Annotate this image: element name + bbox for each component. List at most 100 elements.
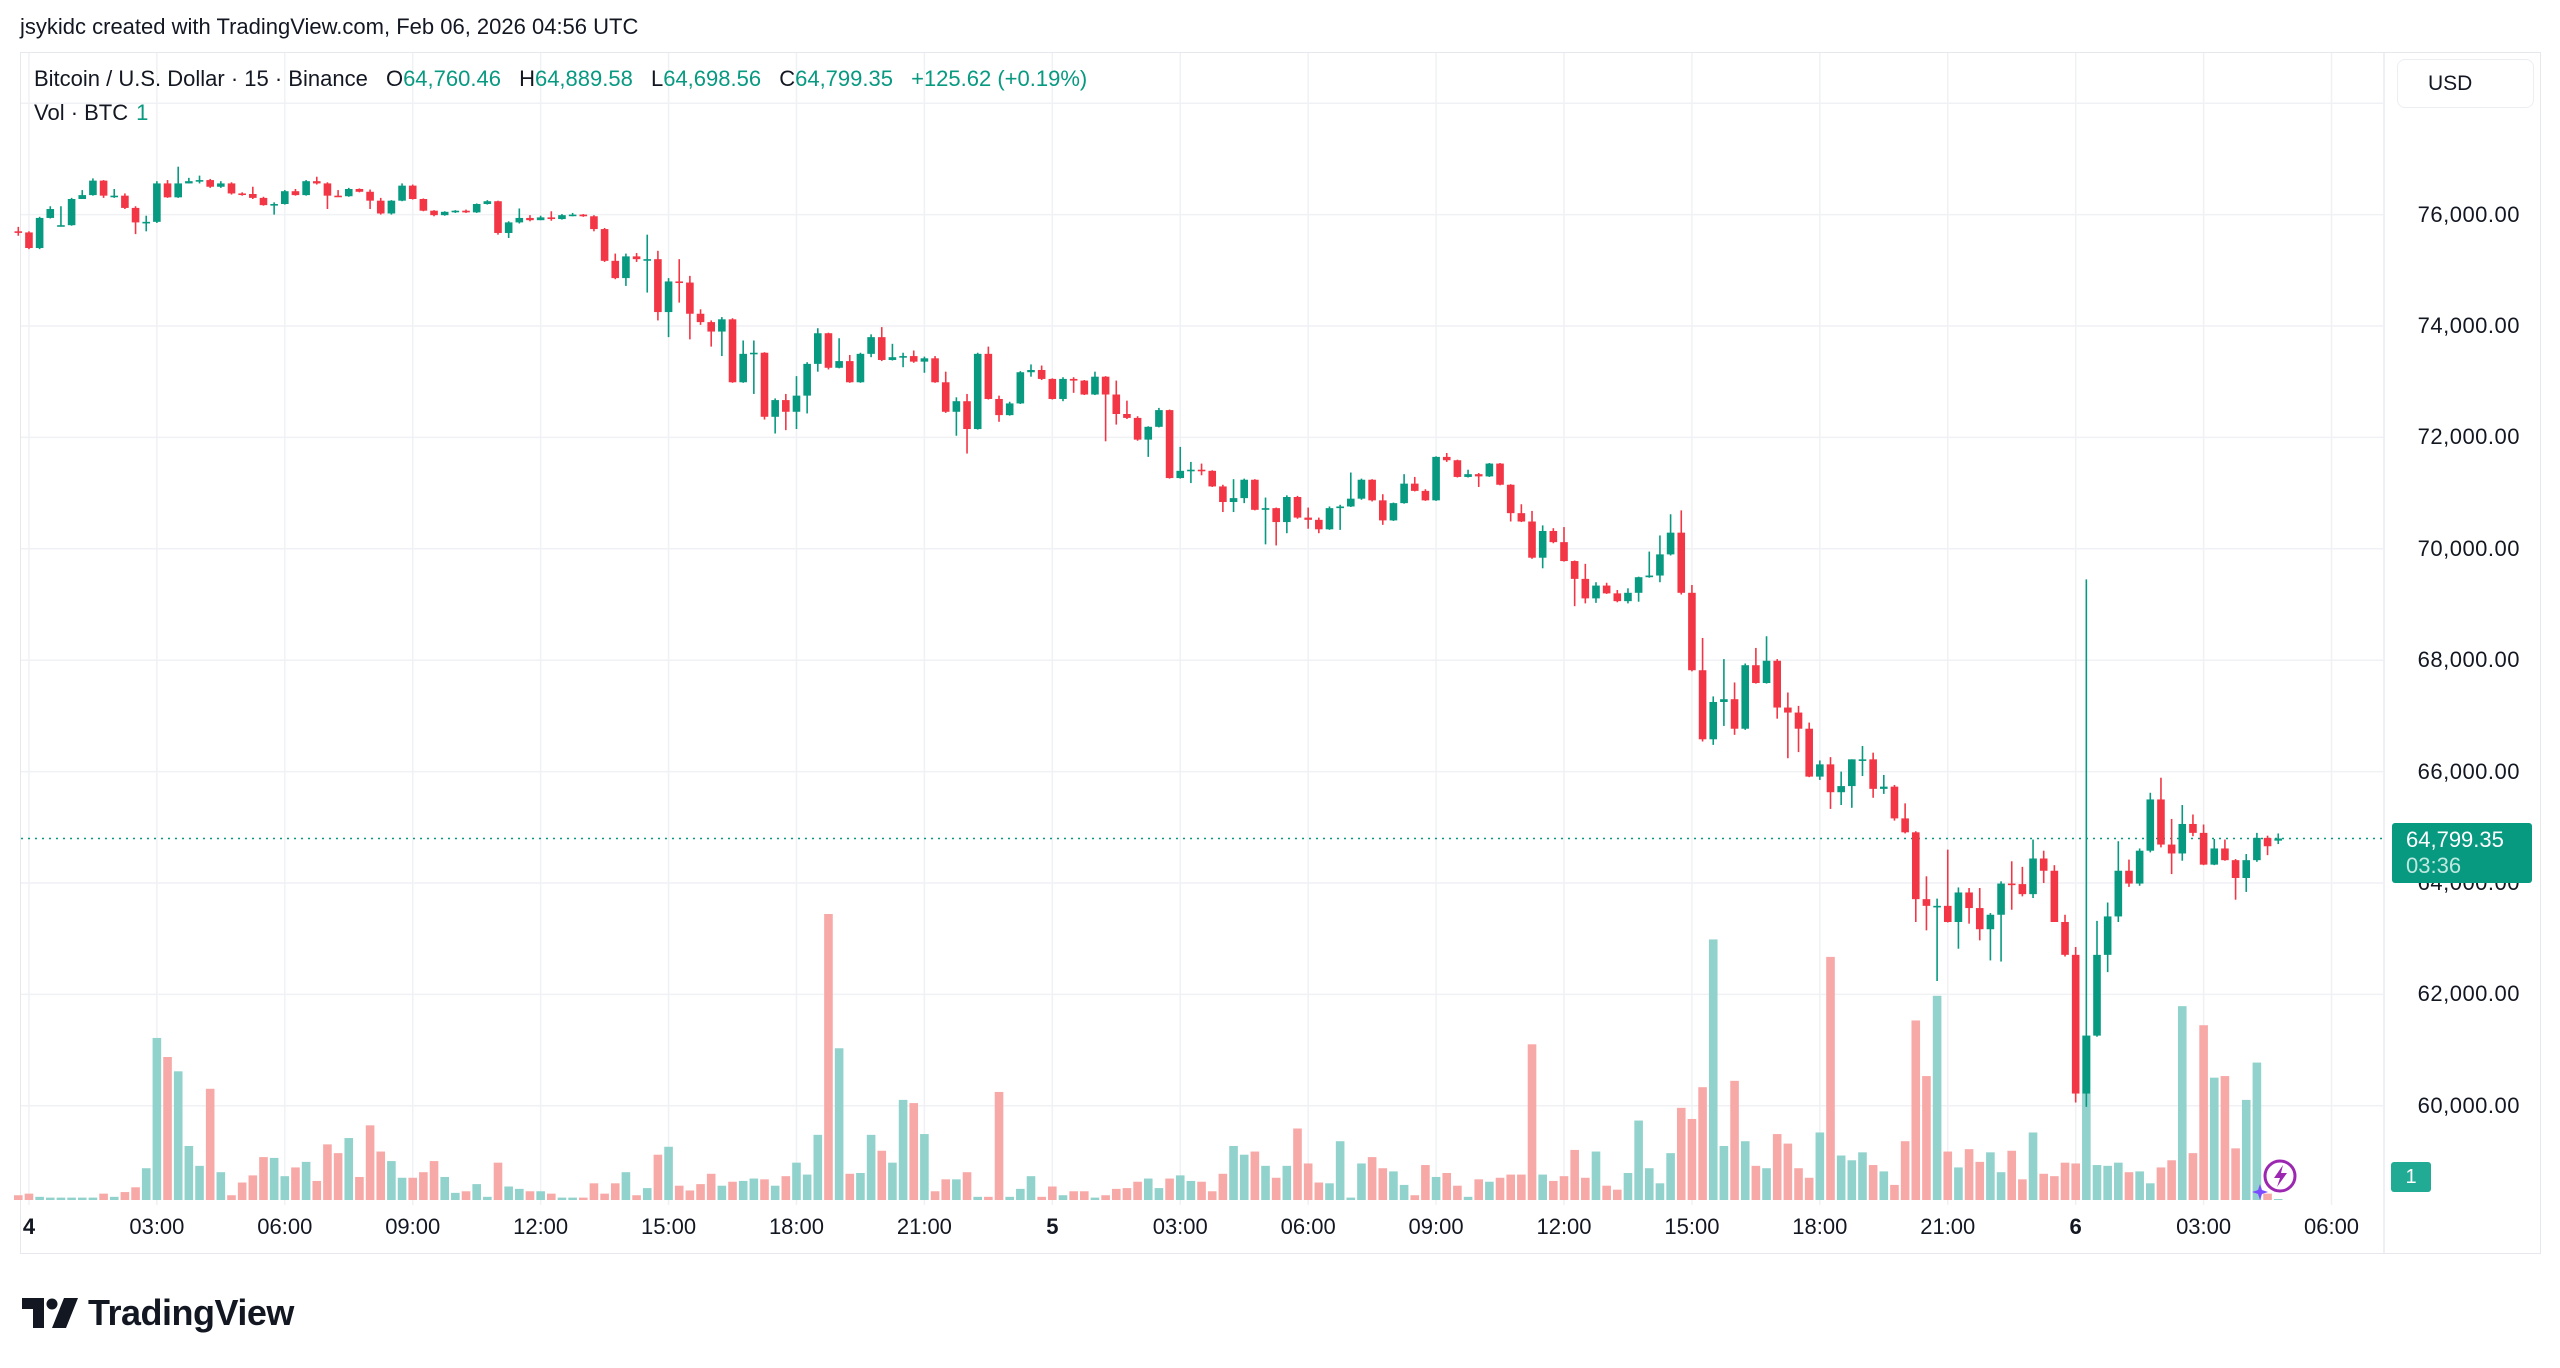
candle-body — [1592, 585, 1600, 599]
volume-bar — [1303, 1163, 1313, 1200]
candle — [909, 350, 918, 363]
candle — [440, 211, 449, 216]
candle-body — [1091, 376, 1099, 395]
volume-bar — [1890, 1184, 1899, 1200]
candle-body — [195, 180, 204, 182]
volume-bar — [461, 1191, 471, 1200]
candle-body — [67, 199, 76, 226]
volume-bar — [1581, 1177, 1590, 1200]
volume-bar — [1794, 1168, 1803, 1200]
volume-bar — [834, 1048, 844, 1200]
candle-body — [1784, 707, 1792, 713]
candle-body — [89, 180, 97, 196]
currency-button[interactable]: USD — [2397, 59, 2534, 108]
volume-bar — [856, 1172, 865, 1200]
candle-body — [1293, 496, 1302, 518]
candle-body — [2007, 883, 2016, 886]
candle — [1528, 510, 1536, 559]
candle-body — [1794, 712, 1803, 729]
candle-body — [2178, 823, 2187, 854]
lightning-icon[interactable] — [2250, 1154, 2302, 1205]
candle — [1197, 463, 1206, 476]
candle — [1027, 364, 1035, 377]
volume-bar — [813, 1134, 823, 1200]
volume-bar — [259, 1157, 268, 1200]
candle — [1272, 507, 1280, 546]
candle-body — [1613, 593, 1622, 602]
open-label: O — [385, 66, 404, 91]
candle-body — [2146, 799, 2155, 851]
candle — [46, 206, 55, 219]
volume-bar — [419, 1172, 428, 1200]
volume-bar — [2135, 1171, 2144, 1200]
volume-bar — [1996, 1172, 2006, 1200]
candle-body — [2093, 954, 2101, 1036]
volume-bar — [994, 1091, 1004, 1200]
volume-bar — [1442, 1172, 1452, 1200]
candles — [14, 166, 2283, 1107]
candle-body — [1911, 832, 1920, 900]
volume-bar — [1314, 1182, 1324, 1200]
candle — [845, 354, 854, 383]
candle-body — [1517, 513, 1526, 522]
symbol-title[interactable]: Bitcoin / U.S. Dollar · 15 · Binance — [34, 66, 368, 91]
change-value: +125.62 (+0.19%) — [911, 66, 1088, 91]
candle — [1965, 888, 1973, 924]
time-tick-label: 03:00 — [2176, 1214, 2232, 1239]
candle — [142, 215, 151, 232]
price-tick-label: 76,000.00 — [2417, 201, 2520, 227]
candle — [99, 180, 108, 198]
candle-body — [1837, 786, 1845, 793]
volume-value: 1 — [136, 100, 149, 125]
volume-bar — [1165, 1178, 1174, 1200]
candle-body — [1442, 456, 1451, 461]
candle-body — [344, 188, 353, 197]
volume-bar — [2028, 1132, 2038, 1200]
candle-body — [1229, 498, 1238, 503]
candle — [1720, 659, 1728, 726]
candle-body — [728, 319, 737, 383]
volume-bar — [131, 1187, 140, 1200]
candle-body — [1645, 575, 1654, 578]
time-tick-label: 18:00 — [768, 1214, 824, 1239]
candle — [1826, 757, 1835, 809]
candle — [2039, 850, 2048, 883]
candle — [1453, 459, 1462, 478]
volume-bar — [962, 1172, 972, 1200]
candle — [355, 188, 364, 193]
candle-body — [78, 195, 87, 200]
volume-bar — [1069, 1191, 1078, 1200]
price-tick-label: 62,000.00 — [2417, 981, 2520, 1007]
candle-body — [1688, 592, 1696, 671]
candle — [1773, 659, 1781, 719]
candle-body — [963, 401, 971, 430]
volume-bar — [2124, 1172, 2134, 1200]
candle-body — [1059, 378, 1067, 399]
candle-body — [174, 183, 182, 198]
volume-label[interactable]: Vol · BTC — [34, 100, 129, 125]
tradingview-logo[interactable]: TradingView — [22, 1292, 294, 1334]
candle-body — [1581, 578, 1590, 599]
volume-bar — [1154, 1188, 1164, 1200]
volume-bar — [2263, 1193, 2272, 1200]
candle — [195, 175, 204, 184]
candle-body — [2125, 870, 2133, 884]
candle — [1155, 407, 1163, 428]
candle — [686, 275, 694, 340]
candle-body — [995, 398, 1003, 416]
volume-bar — [760, 1179, 769, 1200]
candle — [1378, 494, 1387, 525]
candle-body — [2231, 860, 2240, 878]
volume-bar — [1026, 1176, 1036, 1200]
candle-body — [1986, 914, 1995, 930]
time-tick-label: 03:00 — [1152, 1214, 1208, 1239]
volume-bar — [1698, 1087, 1707, 1200]
candle-body — [1773, 660, 1781, 708]
candle — [1347, 472, 1355, 508]
candle — [1624, 588, 1632, 604]
volume-bar — [376, 1151, 386, 1200]
volume-bar — [888, 1162, 897, 1200]
volume-bar — [920, 1134, 929, 1200]
volume-bar — [1111, 1188, 1121, 1200]
